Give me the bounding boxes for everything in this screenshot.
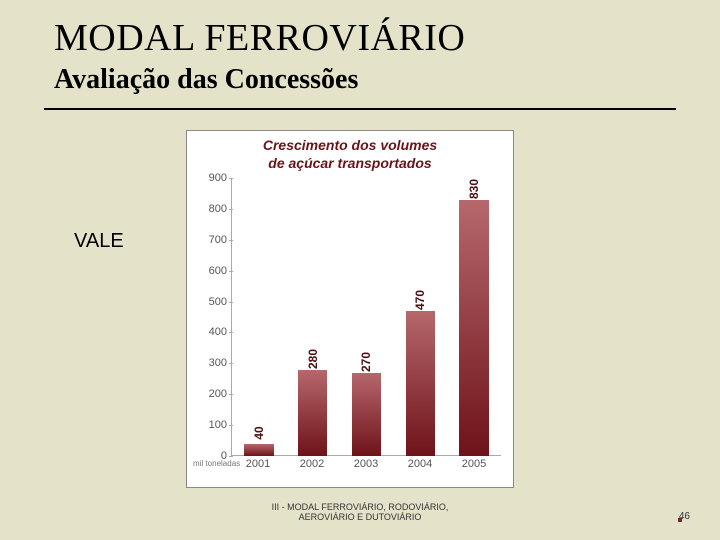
bar: 40 [244, 444, 274, 456]
heading-line2: Avaliação das Concessões [54, 64, 465, 96]
heading-underline [44, 108, 676, 110]
x-label: 2005 [462, 458, 486, 470]
y-axis-ticks: 0100200300400500600700800900 [195, 178, 231, 456]
heading-line1: MODAL FERROVIÁRIO [54, 16, 465, 60]
x-axis-labels: 2001 2002 2003 2004 2005 [231, 458, 501, 474]
plot-area: 40 280 270 470 830 [231, 178, 501, 456]
side-label: VALE [74, 230, 124, 253]
bar-value-label: 830 [467, 179, 481, 199]
chart-title-line1: Crescimento dos volumes [263, 137, 437, 153]
bar-value-label: 470 [413, 290, 427, 310]
footer-text: III - MODAL FERROVIÁRIO, RODOVIÁRIO, AER… [0, 502, 720, 522]
y-tick: 900 [209, 172, 227, 184]
y-tick: 100 [209, 419, 227, 431]
x-label: 2004 [408, 458, 432, 470]
bar: 830 [459, 200, 489, 456]
y-tick: 400 [209, 326, 227, 338]
y-tick: 500 [209, 296, 227, 308]
chart-container: Crescimento dos volumes de açúcar transp… [186, 130, 514, 488]
chart-title-line2: de açúcar transportados [268, 155, 431, 171]
bar-value-label: 270 [359, 352, 373, 372]
footer-line1: III - MODAL FERROVIÁRIO, RODOVIÁRIO, [272, 502, 449, 512]
y-tick: 700 [209, 234, 227, 246]
slide-heading: MODAL FERROVIÁRIO Avaliação das Concessõ… [54, 16, 465, 96]
y-tick: 800 [209, 203, 227, 215]
chart-title: Crescimento dos volumes de açúcar transp… [195, 137, 505, 172]
bar-value-label: 280 [306, 349, 320, 369]
x-label: 2001 [246, 458, 270, 470]
page-number: 46 [679, 511, 690, 522]
footer-line2: AEROVIÁRIO E DUTOVIÁRIO [0, 512, 720, 522]
x-label: 2002 [300, 458, 324, 470]
chart-plot: 0100200300400500600700800900 40280270470… [195, 178, 505, 456]
bar: 280 [298, 370, 328, 456]
y-tick: 200 [209, 388, 227, 400]
bar: 270 [352, 373, 382, 456]
bar-value-label: 40 [252, 426, 266, 439]
y-tick: 600 [209, 265, 227, 277]
x-label: 2003 [354, 458, 378, 470]
bar: 470 [406, 311, 436, 456]
y-tick: 300 [209, 357, 227, 369]
slide: MODAL FERROVIÁRIO Avaliação das Concessõ… [0, 0, 720, 540]
